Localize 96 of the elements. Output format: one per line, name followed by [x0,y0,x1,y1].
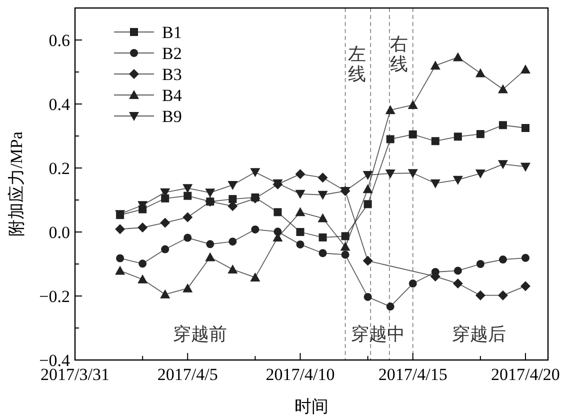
point [520,162,530,172]
y-tick-label: 0.2 [48,159,70,178]
point [408,100,418,109]
y-axis-title: 附加应力/MPa [7,131,26,236]
point [498,290,508,300]
point [295,207,306,216]
point [498,160,508,170]
x-tick-label: 2017/4/10 [266,365,335,384]
legend-label: B4 [162,86,182,105]
point [498,84,508,94]
x-tick-label: 2017/4/20 [491,365,560,384]
point [362,184,373,194]
point [206,240,214,248]
point [182,283,193,292]
point [318,249,327,258]
x-tick-label: 2017/4/5 [157,365,218,384]
point [182,212,193,222]
point [184,192,192,200]
legend-label: B1 [162,23,182,42]
point [228,180,238,190]
legend-label: B9 [162,107,182,126]
point [184,234,192,242]
point [138,274,148,284]
point [385,105,396,114]
point [452,278,463,289]
point [160,218,170,228]
point [364,200,372,208]
point [386,302,394,311]
legend-label: B2 [162,44,182,63]
annotation: 左线 [348,44,366,84]
point [182,184,193,194]
point [318,190,328,200]
y-tick-label: 0.4 [48,95,70,114]
annotation: 穿越后 [452,324,506,344]
point [138,260,147,268]
x-axis-title: 时间 [294,397,328,416]
y-tick-label: 0.6 [48,31,70,50]
point [205,252,216,262]
point [520,281,530,292]
point [251,225,260,234]
annotation: 右线 [390,34,408,74]
y-tick-label: 0.0 [48,223,70,242]
point [115,266,126,275]
point [430,179,440,188]
point [161,194,170,202]
point [296,240,304,248]
point [296,228,304,236]
point [295,190,306,199]
point [228,195,237,204]
y-tick-label: −0.2 [39,287,70,306]
point [475,68,486,78]
point [498,256,507,264]
x-tick-label: 2017/4/15 [378,365,448,384]
point [205,188,216,198]
point [341,250,350,259]
point [476,260,484,268]
point [408,280,417,288]
point [408,130,417,138]
point [454,132,462,141]
point [228,238,237,246]
point [250,272,260,282]
point [452,52,463,62]
point [161,245,170,254]
point [250,168,260,178]
point [431,137,440,146]
point [274,208,282,216]
annotation: 穿越中 [351,324,405,344]
point [430,60,440,70]
point [341,232,350,240]
annotation: 穿越前 [173,324,227,344]
point [318,233,327,242]
legend-label: B3 [162,65,182,84]
point [340,242,350,251]
point [116,254,124,262]
point [408,169,418,178]
point [362,171,373,180]
point [452,176,463,185]
point [362,256,373,266]
point [454,266,462,275]
point [318,213,328,222]
point [475,290,486,300]
point [386,135,394,144]
point [138,222,148,233]
point [521,124,530,132]
point [160,289,170,298]
point [520,64,530,74]
point [521,254,530,262]
point [498,121,507,130]
point [364,292,372,301]
point [115,224,126,234]
point [295,169,306,180]
point [228,264,238,274]
point [476,130,484,138]
point [475,169,486,178]
point [385,169,396,178]
point [318,172,328,183]
